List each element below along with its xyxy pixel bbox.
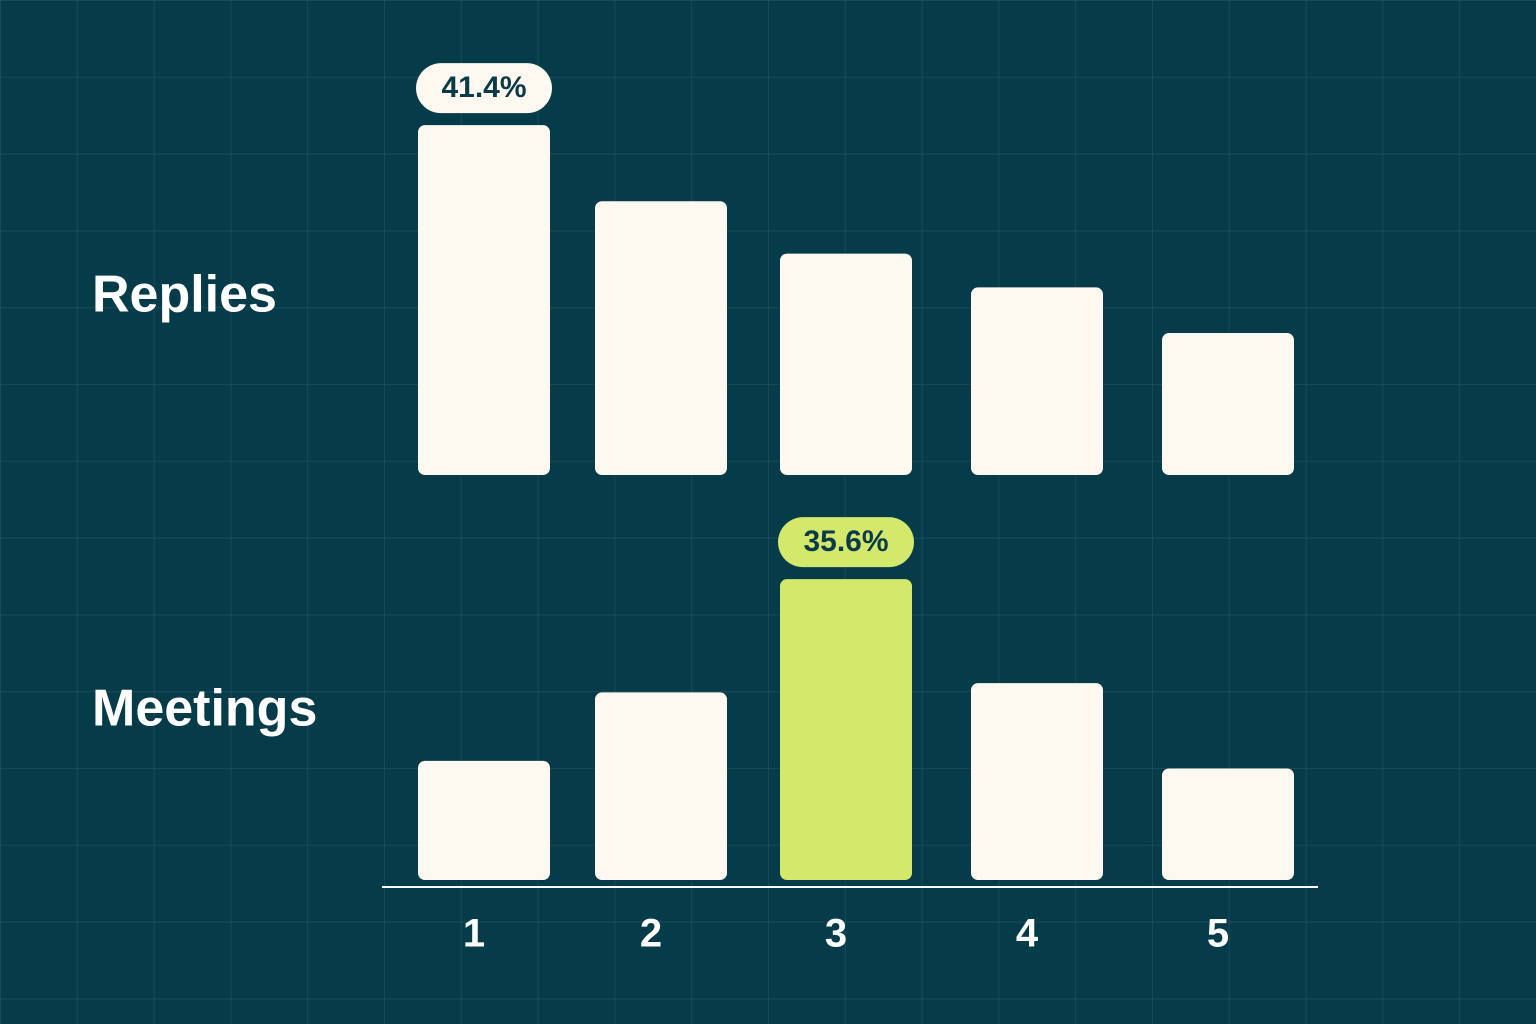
bar bbox=[595, 201, 727, 475]
x-tick-label: 1 bbox=[463, 912, 485, 956]
bar bbox=[780, 579, 912, 880]
bar bbox=[1162, 768, 1294, 880]
bar bbox=[971, 683, 1103, 880]
bar bbox=[418, 125, 550, 476]
x-tick-label: 5 bbox=[1207, 912, 1229, 956]
series-name: Meetings bbox=[92, 680, 317, 738]
bar bbox=[418, 760, 550, 880]
x-tick-label: 4 bbox=[1016, 912, 1039, 956]
value-badge bbox=[416, 63, 552, 114]
bar bbox=[780, 253, 912, 475]
x-tick-label: 3 bbox=[825, 912, 847, 956]
series-name: Replies bbox=[92, 266, 277, 324]
value-label: 41.4% bbox=[441, 71, 526, 104]
x-tick-label: 2 bbox=[640, 912, 662, 956]
bar bbox=[971, 287, 1103, 475]
bar bbox=[1162, 333, 1294, 475]
value-badge bbox=[778, 517, 914, 568]
value-label: 35.6% bbox=[803, 525, 888, 558]
bar bbox=[595, 692, 727, 880]
